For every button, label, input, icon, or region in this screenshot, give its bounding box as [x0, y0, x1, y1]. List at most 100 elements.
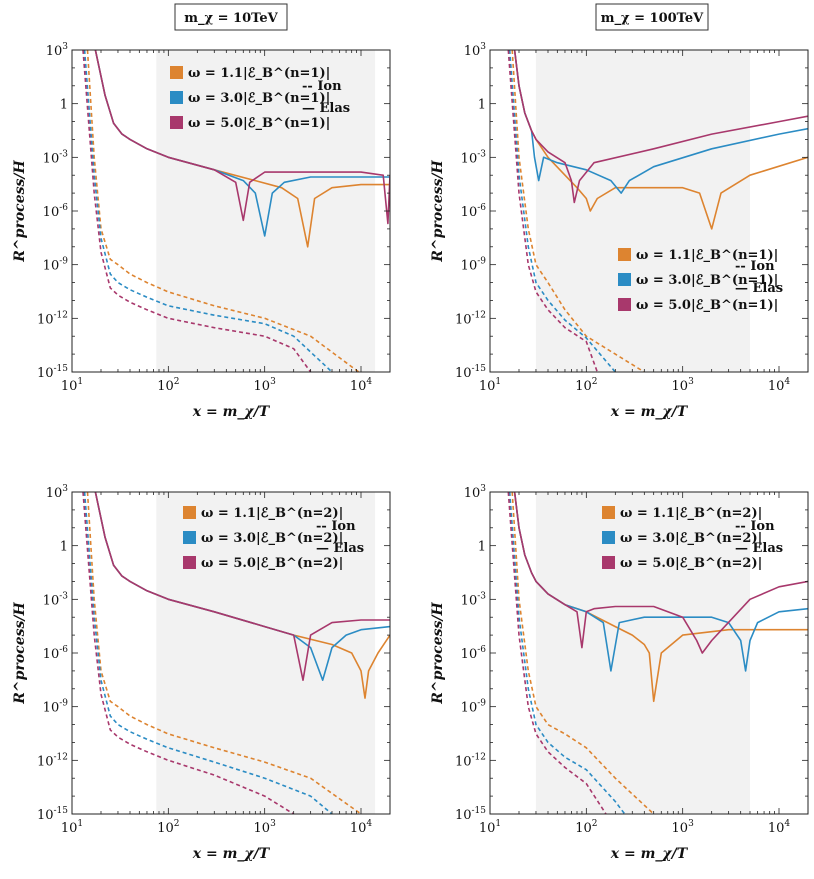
x-tick-label: 102: [575, 819, 597, 836]
legend-entry-label: ω = 5.0|ℰ_B^(n=1)|: [636, 298, 778, 313]
x-tick-label: 101: [479, 377, 501, 394]
y-tick-label: 10-6: [43, 645, 69, 662]
legend-style-label: -- Ion: [735, 519, 775, 534]
legend-style-label: — Elas: [302, 101, 350, 116]
series-elas-50: [94, 50, 390, 225]
x-tick-label: 104: [350, 819, 373, 836]
y-tick-label: 10-15: [37, 364, 68, 381]
series-elas-50: [513, 492, 808, 654]
legend-swatch: [602, 531, 615, 544]
x-tick-label: 102: [575, 377, 597, 394]
y-axis-label: R^process/H: [12, 602, 28, 705]
x-tick-label: 103: [254, 819, 277, 836]
legend-entry-label: ω = 5.0|ℰ_B^(n=2)|: [201, 556, 343, 571]
y-tick-label: 10-12: [37, 310, 68, 327]
legend-entry-label: ω = 3.0|ℰ_B^(n=1)|: [188, 91, 330, 106]
y-tick-label: 10-9: [43, 257, 69, 274]
legend-swatch: [618, 298, 631, 311]
y-tick-label: 1: [478, 540, 486, 555]
y-tick-label: 10-12: [455, 310, 486, 327]
shaded-region: [535, 492, 751, 814]
legend-swatch: [170, 116, 183, 129]
panel-2: 101 102 103 104 10-15 10-12 10-9 10-6 10-3 1 103 x …: [430, 3, 809, 420]
y-tick-label: 10-3: [461, 149, 487, 166]
legend-entry-label: ω = 3.0|ℰ_B^(n=2)|: [201, 531, 343, 546]
series-elas-50: [513, 50, 808, 204]
header-box: [595, 3, 709, 31]
panel-header: m_χ = 10TeV: [184, 11, 278, 26]
panel-3: 101 102 103 104 10-15 10-12 10-9 10-6 10-3 1 103 x …: [12, 484, 391, 862]
y-tick-label: 10-15: [455, 806, 486, 823]
x-axis-label: x = m_χ/T: [610, 404, 689, 420]
series-ion-50: [82, 492, 295, 814]
x-tick-label: 102: [157, 377, 179, 394]
y-axis-label: R^process/H: [12, 160, 28, 263]
legend-swatch: [602, 556, 615, 569]
legend: ω = 1.1|ℰ_B^(n=1)| ω = 3.0|ℰ_B^(n=1)| ω = …: [170, 66, 350, 131]
y-tick-label: 10-6: [43, 203, 69, 220]
series-group: [507, 50, 808, 372]
legend-entry-label: ω = 3.0|ℰ_B^(n=2)|: [620, 531, 762, 546]
legend-swatch: [170, 66, 183, 79]
y-axis-label: R^process/H: [430, 602, 446, 705]
series-ion-30: [83, 50, 333, 372]
panel-4: 101 102 103 104 10-15 10-12 10-9 10-6 10-3 1 103 x …: [430, 484, 809, 862]
shaded-region: [535, 50, 751, 372]
legend-style-label: — Elas: [316, 541, 364, 556]
y-tick-label: 10-6: [461, 203, 487, 220]
y-tick-label: 1: [60, 540, 68, 555]
series-ion-11: [86, 492, 362, 814]
y-axis-label: R^process/H: [430, 160, 446, 263]
y-tick-label: 10-9: [461, 699, 487, 716]
header-box: [174, 3, 288, 31]
y-tick-label: 10-9: [461, 257, 487, 274]
y-tick-label: 1: [60, 98, 68, 113]
y-tick-label: 103: [46, 42, 69, 59]
y-tick-label: 10-15: [37, 806, 68, 823]
y-tick-label: 10-6: [461, 645, 487, 662]
legend-style-label: -- Ion: [316, 519, 356, 534]
legend-entry-label: ω = 3.0|ℰ_B^(n=1)|: [636, 273, 778, 288]
legend-style-label: — Elas: [735, 541, 783, 556]
y-tick-label: 10-3: [461, 591, 487, 608]
y-tick-label: 10-3: [43, 591, 69, 608]
panel-header: m_χ = 100TeV: [601, 11, 704, 26]
x-tick-label: 103: [672, 377, 695, 394]
legend-entry-label: ω = 1.1|ℰ_B^(n=1)|: [636, 248, 778, 263]
series-group: [82, 492, 390, 814]
series-ion-50: [507, 492, 607, 814]
x-axis-label: x = m_χ/T: [192, 846, 271, 862]
x-tick-label: 101: [61, 377, 83, 394]
x-tick-label: 104: [768, 819, 791, 836]
series-ion-30: [508, 492, 626, 814]
panel-1: 101 102 103 104 10-15 10-12 10-9 10-6 10-3 1 103 x …: [12, 3, 391, 420]
x-tick-label: 104: [350, 377, 373, 394]
series-ion-50: [82, 50, 312, 372]
y-tick-label: 103: [464, 42, 487, 59]
series-ion-50: [507, 50, 599, 372]
series-ion-30: [83, 492, 333, 814]
series-ion-11: [511, 492, 655, 814]
y-tick-label: 10-12: [37, 752, 68, 769]
legend-entry-label: ω = 1.1|ℰ_B^(n=2)|: [201, 506, 343, 521]
legend: ω = 1.1|ℰ_B^(n=2)| ω = 3.0|ℰ_B^(n=2)| ω = …: [602, 506, 783, 571]
series-ion-30: [508, 50, 616, 372]
x-tick-label: 101: [61, 819, 83, 836]
x-tick-label: 101: [479, 819, 501, 836]
legend-swatch: [602, 506, 615, 519]
legend-entry-label: ω = 5.0|ℰ_B^(n=2)|: [620, 556, 762, 571]
legend: ω = 1.1|ℰ_B^(n=1)| ω = 3.0|ℰ_B^(n=1)| ω = …: [618, 248, 783, 313]
y-tick-label: 103: [464, 484, 487, 501]
series-group: [82, 50, 390, 372]
y-tick-label: 10-12: [455, 752, 486, 769]
x-axis-label: x = m_χ/T: [610, 846, 689, 862]
legend-swatch: [183, 531, 196, 544]
x-tick-label: 104: [768, 377, 791, 394]
series-elas-50: [94, 492, 390, 682]
shaded-region: [156, 492, 376, 814]
x-tick-label: 102: [157, 819, 179, 836]
legend-swatch: [183, 556, 196, 569]
legend-style-label: -- Ion: [735, 259, 775, 274]
x-tick-label: 103: [672, 819, 695, 836]
